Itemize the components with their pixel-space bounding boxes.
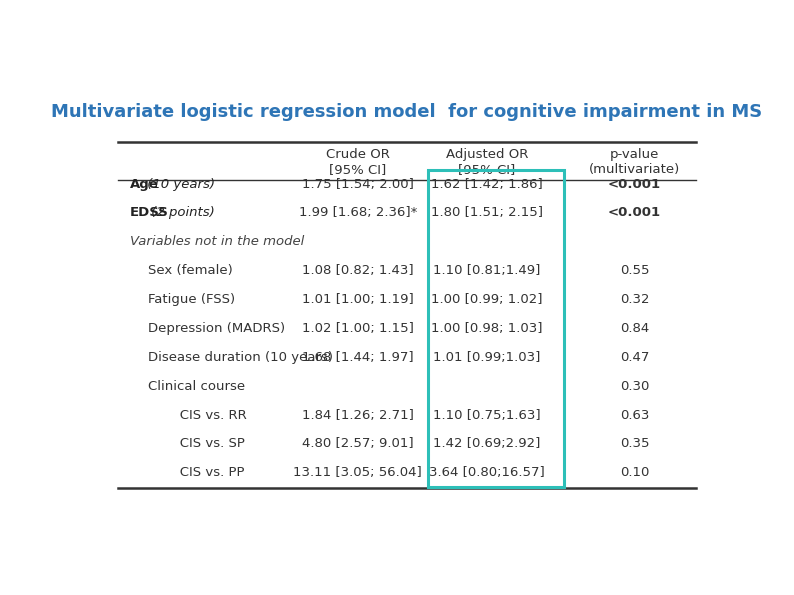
- Text: 1.01 [0.99;1.03]: 1.01 [0.99;1.03]: [434, 351, 541, 364]
- Text: 3.64 [0.80;16.57]: 3.64 [0.80;16.57]: [429, 466, 545, 479]
- Text: 1.00 [0.98; 1.03]: 1.00 [0.98; 1.03]: [431, 322, 542, 335]
- Text: CIS vs. SP: CIS vs. SP: [167, 437, 245, 450]
- Text: p-value
(multivariate): p-value (multivariate): [589, 148, 680, 176]
- Text: 1.80 [1.51; 2.15]: 1.80 [1.51; 2.15]: [431, 206, 543, 220]
- Text: 1.08 [0.82; 1.43]: 1.08 [0.82; 1.43]: [302, 264, 414, 277]
- Text: 0.32: 0.32: [620, 293, 649, 306]
- Text: 0.63: 0.63: [620, 409, 649, 421]
- Text: 1.42 [0.69;2.92]: 1.42 [0.69;2.92]: [434, 437, 541, 450]
- Text: (10 years): (10 years): [143, 177, 214, 190]
- Text: 1.01 [1.00; 1.19]: 1.01 [1.00; 1.19]: [302, 293, 414, 306]
- Text: 0.55: 0.55: [620, 264, 649, 277]
- Text: 0.10: 0.10: [620, 466, 649, 479]
- Text: Fatigue (FSS): Fatigue (FSS): [148, 293, 236, 306]
- Text: Sex (female): Sex (female): [148, 264, 233, 277]
- Text: 13.11 [3.05; 56.04]: 13.11 [3.05; 56.04]: [293, 466, 422, 479]
- Text: CIS vs. RR: CIS vs. RR: [167, 409, 247, 421]
- Text: <0.001: <0.001: [608, 206, 661, 220]
- Text: CIS vs. PP: CIS vs. PP: [167, 466, 245, 479]
- Text: EDSS: EDSS: [130, 206, 169, 220]
- Text: 0.47: 0.47: [620, 351, 649, 364]
- Text: 1.68 [1.44; 1.97]: 1.68 [1.44; 1.97]: [302, 351, 414, 364]
- Text: Crude OR
[95% CI]: Crude OR [95% CI]: [326, 148, 390, 176]
- Text: 1.99 [1.68; 2.36]*: 1.99 [1.68; 2.36]*: [299, 206, 417, 220]
- Text: 1.10 [0.75;1.63]: 1.10 [0.75;1.63]: [433, 409, 541, 421]
- Text: Age: Age: [130, 177, 159, 190]
- Text: Clinical course: Clinical course: [148, 380, 245, 393]
- Text: Depression (MADRS): Depression (MADRS): [148, 322, 286, 335]
- Text: 0.84: 0.84: [620, 322, 649, 335]
- Text: Adjusted OR
[95% CI]: Adjusted OR [95% CI]: [445, 148, 528, 176]
- Text: 0.35: 0.35: [620, 437, 649, 450]
- Text: 0.30: 0.30: [620, 380, 649, 393]
- Text: 1.00 [0.99; 1.02]: 1.00 [0.99; 1.02]: [431, 293, 542, 306]
- Text: Multivariate logistic regression model  for cognitive impairment in MS: Multivariate logistic regression model f…: [52, 104, 762, 121]
- Text: 1.10 [0.81;1.49]: 1.10 [0.81;1.49]: [434, 264, 541, 277]
- Text: (2 points): (2 points): [147, 206, 214, 220]
- Text: Disease duration (10 years): Disease duration (10 years): [148, 351, 333, 364]
- Text: 1.75 [1.54; 2.00]: 1.75 [1.54; 2.00]: [302, 177, 414, 190]
- Text: Variables not in the model: Variables not in the model: [130, 236, 304, 248]
- Text: 1.02 [1.00; 1.15]: 1.02 [1.00; 1.15]: [302, 322, 414, 335]
- Text: 1.84 [1.26; 2.71]: 1.84 [1.26; 2.71]: [302, 409, 414, 421]
- Text: 1.62 [1.42; 1.86]: 1.62 [1.42; 1.86]: [431, 177, 543, 190]
- Text: 4.80 [2.57; 9.01]: 4.80 [2.57; 9.01]: [302, 437, 414, 450]
- Text: <0.001: <0.001: [608, 177, 661, 190]
